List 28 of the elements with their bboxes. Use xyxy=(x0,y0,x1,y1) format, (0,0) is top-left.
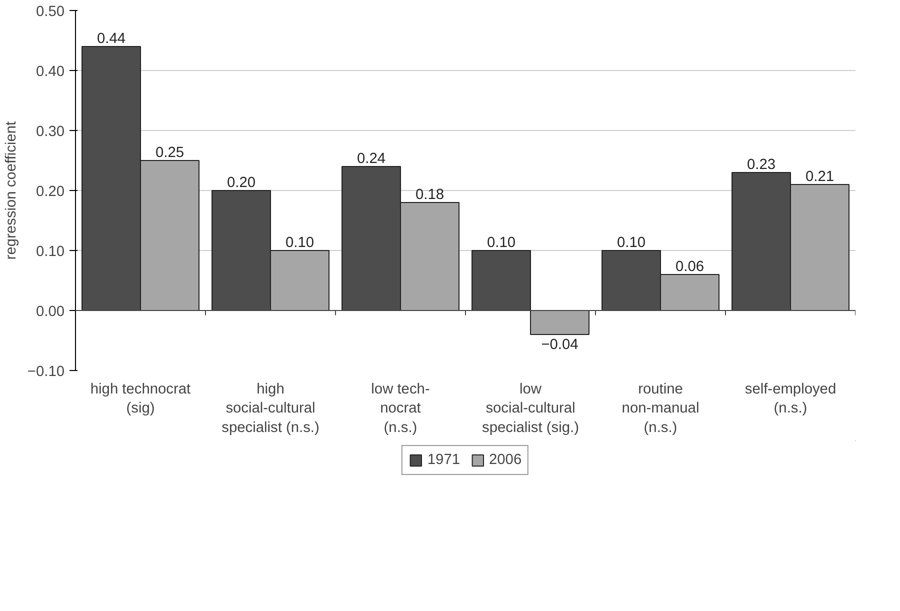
x-tick-label: low social-cultural specialist (sig.) xyxy=(482,382,579,436)
x-tick-label: high technocrat (sig) xyxy=(90,382,191,417)
data-label: 0.23 xyxy=(746,156,776,173)
data-label: 0.18 xyxy=(415,186,444,203)
x-tick-label: routine non-manual (n.s.) xyxy=(622,382,700,436)
data-label: 0.44 xyxy=(96,30,126,47)
y-tick-label: 0.20 xyxy=(36,184,65,200)
data-label: 0.21 xyxy=(805,168,834,185)
x-tick-label: self-employed (n.s.) xyxy=(744,382,836,417)
legend-label: 2006 xyxy=(489,452,522,468)
x-tick-label: high social-cultural specialist (n.s.) xyxy=(222,382,320,436)
data-label: 0.10 xyxy=(285,234,314,251)
y-tick-label: 0.10 xyxy=(36,244,65,260)
x-tick-label: low tech- nocrat (n.s.) xyxy=(371,382,430,436)
y-tick-label: 0.40 xyxy=(36,64,65,80)
data-label: −0.04 xyxy=(541,337,578,354)
y-tick-label: −0.10 xyxy=(27,364,65,380)
data-label: 0.10 xyxy=(486,234,516,251)
data-label: 0.06 xyxy=(675,258,704,275)
data-label: 0.24 xyxy=(356,150,386,167)
y-axis-title: regression coefficient xyxy=(3,121,20,260)
y-tick-label: 0.50 xyxy=(36,4,65,20)
legend-label: 1971 xyxy=(427,452,460,468)
y-tick-label: 0.00 xyxy=(36,304,65,320)
data-label: 0.20 xyxy=(226,174,256,191)
data-label: 0.10 xyxy=(616,234,646,251)
y-tick-label: 0.30 xyxy=(36,124,65,140)
data-label: 0.25 xyxy=(155,144,184,161)
